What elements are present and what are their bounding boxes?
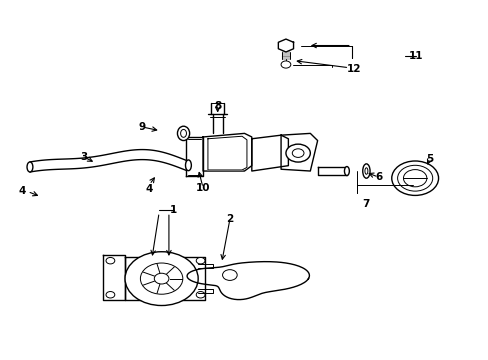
Polygon shape <box>187 262 309 300</box>
Text: 2: 2 <box>226 215 233 224</box>
Text: 4: 4 <box>145 184 153 194</box>
Ellipse shape <box>177 126 189 140</box>
Polygon shape <box>185 137 203 176</box>
Circle shape <box>391 161 438 195</box>
Text: 6: 6 <box>374 172 382 182</box>
Circle shape <box>125 252 198 306</box>
Text: 11: 11 <box>408 51 423 61</box>
Ellipse shape <box>344 167 348 176</box>
Text: 8: 8 <box>214 102 221 112</box>
Text: 1: 1 <box>170 206 177 216</box>
Circle shape <box>292 149 304 157</box>
Circle shape <box>106 257 115 264</box>
Circle shape <box>222 270 237 280</box>
Polygon shape <box>281 134 317 171</box>
Circle shape <box>285 144 310 162</box>
Circle shape <box>140 263 183 294</box>
Circle shape <box>154 273 168 284</box>
Polygon shape <box>317 167 346 175</box>
Ellipse shape <box>362 164 369 178</box>
Polygon shape <box>251 135 288 171</box>
Text: 4: 4 <box>19 186 26 196</box>
Text: 10: 10 <box>195 183 210 193</box>
Polygon shape <box>207 136 246 170</box>
Circle shape <box>106 292 115 298</box>
Circle shape <box>403 170 426 187</box>
Ellipse shape <box>185 160 191 171</box>
Text: 5: 5 <box>426 154 432 164</box>
Polygon shape <box>203 134 251 171</box>
Circle shape <box>397 165 432 191</box>
Polygon shape <box>278 39 293 52</box>
Circle shape <box>196 257 204 264</box>
Text: 12: 12 <box>346 64 361 74</box>
Polygon shape <box>125 257 205 300</box>
Ellipse shape <box>364 168 367 174</box>
Circle shape <box>196 292 204 298</box>
Ellipse shape <box>27 162 33 172</box>
Text: 3: 3 <box>80 152 87 162</box>
Ellipse shape <box>180 130 186 137</box>
Text: 9: 9 <box>138 122 145 132</box>
Circle shape <box>281 61 290 68</box>
Polygon shape <box>103 255 125 300</box>
Text: 7: 7 <box>362 199 369 209</box>
